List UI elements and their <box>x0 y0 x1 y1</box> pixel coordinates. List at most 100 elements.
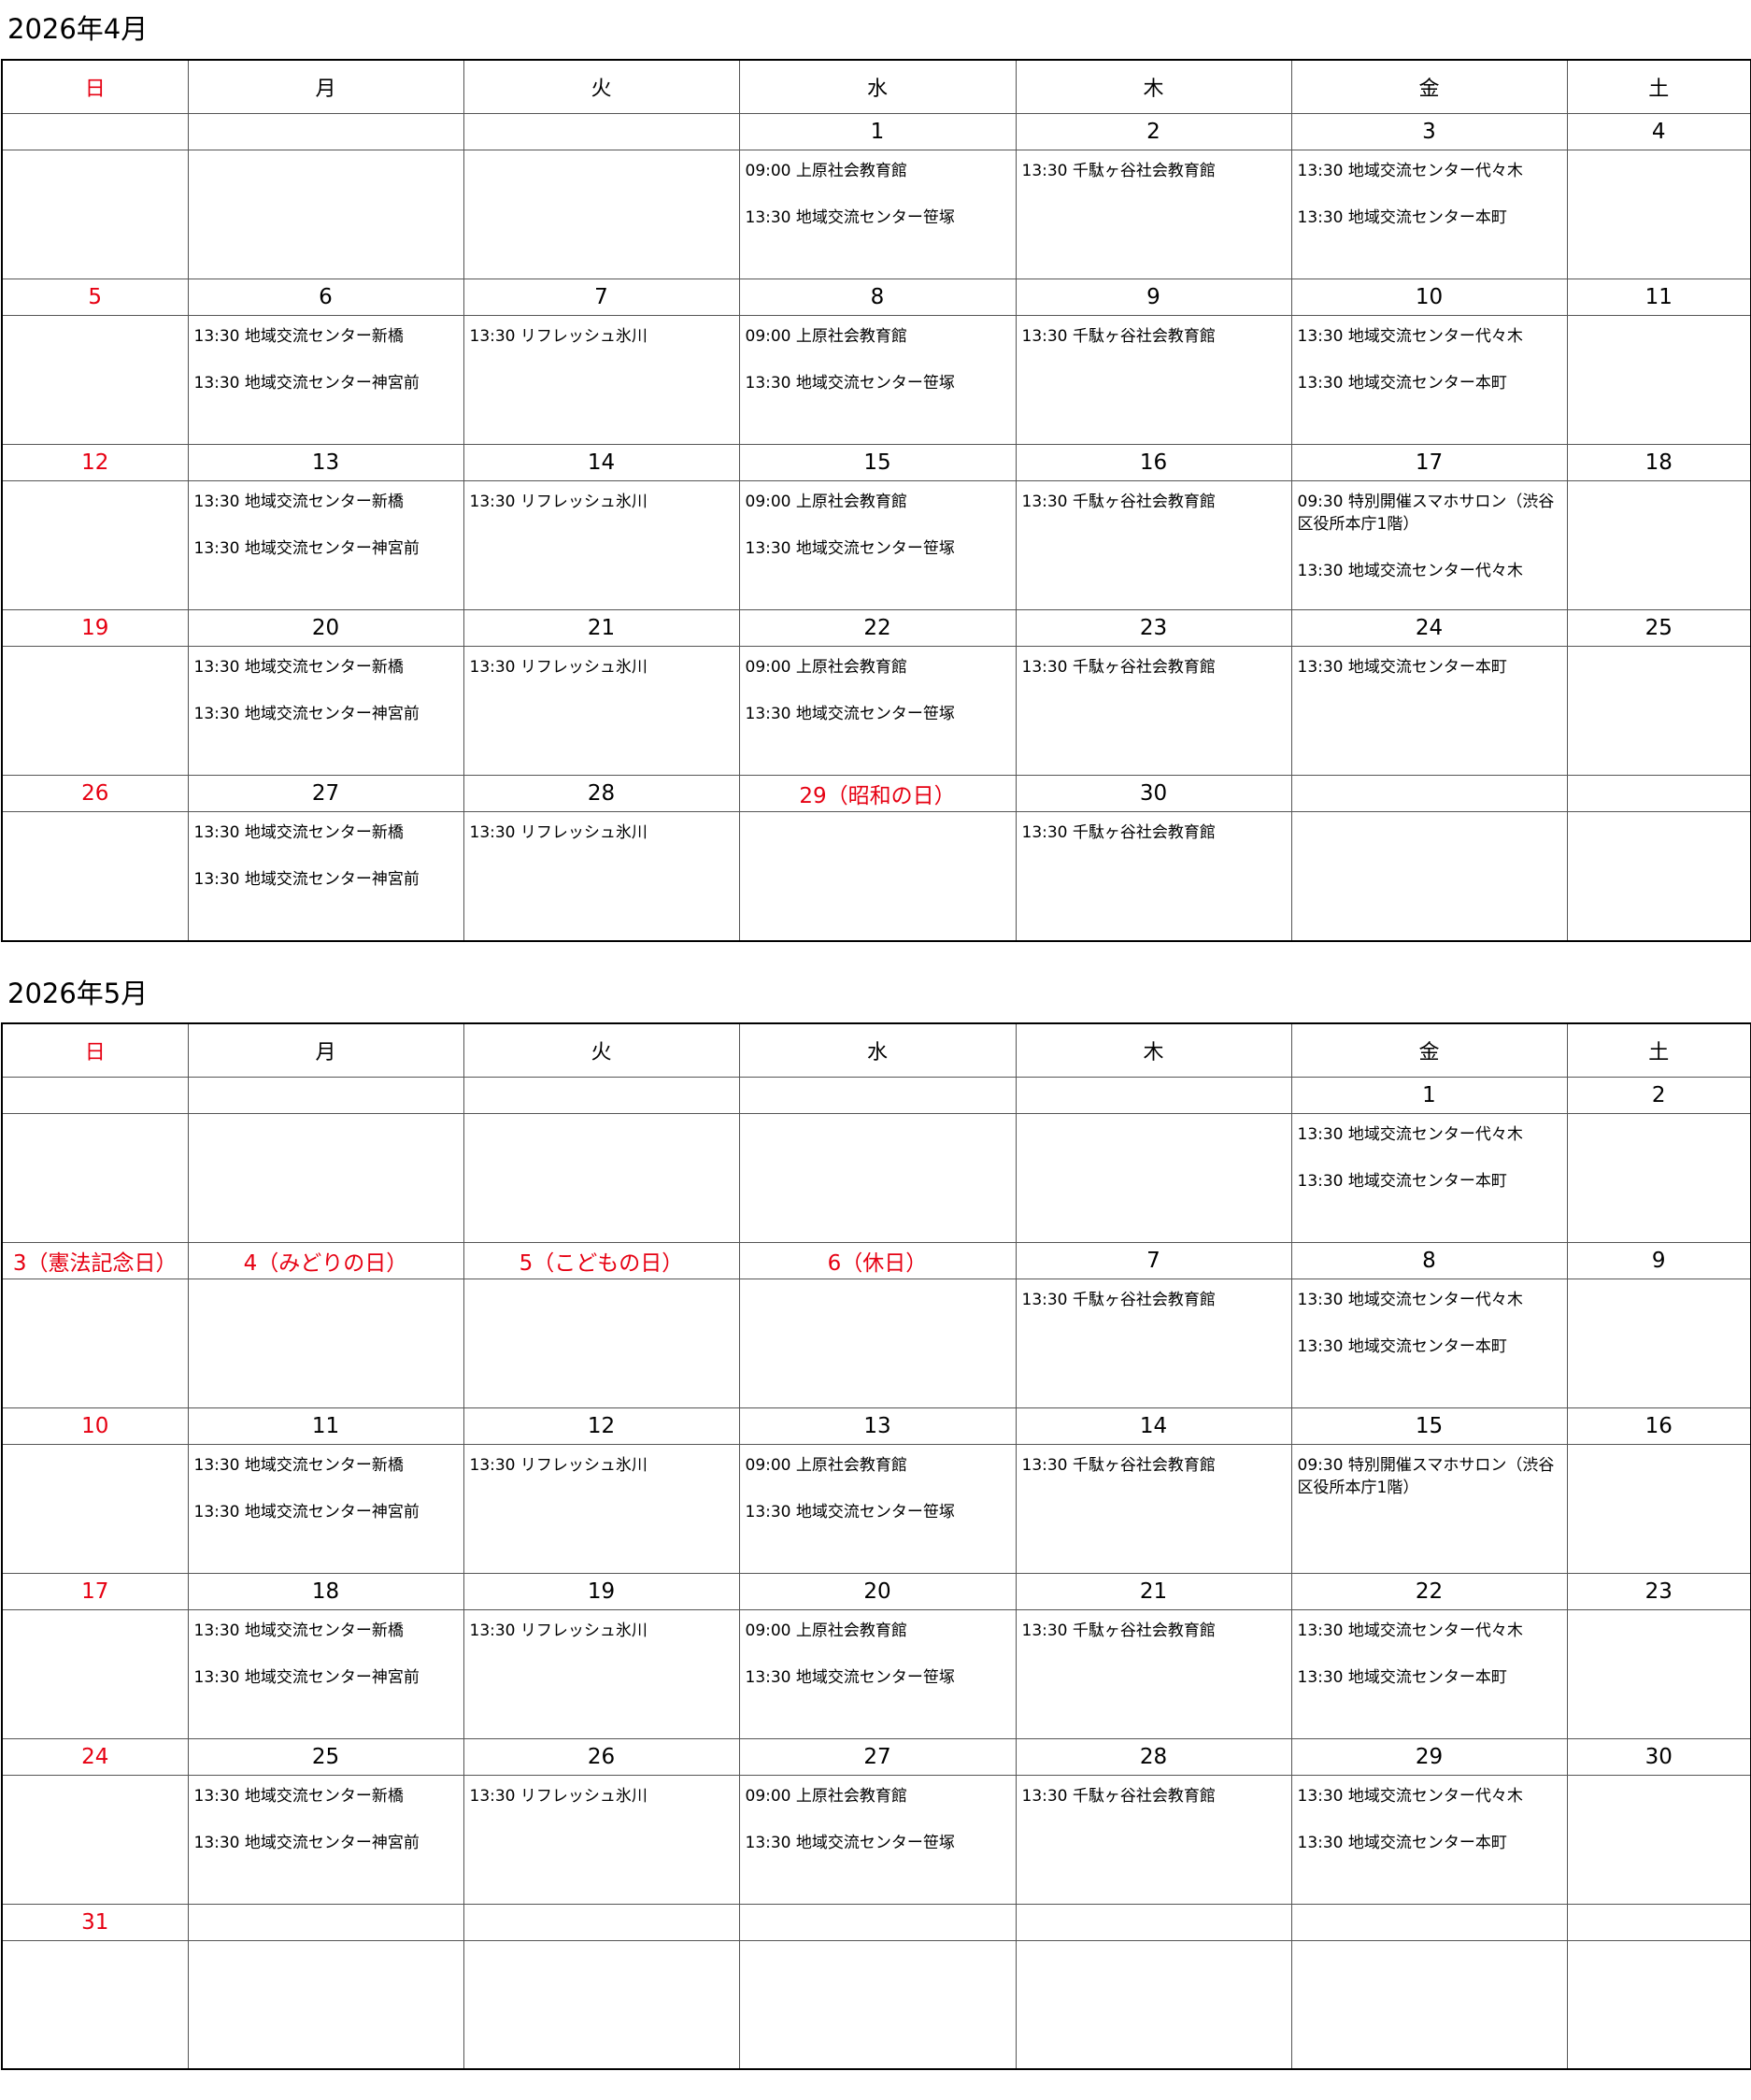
date-cell <box>1015 1076 1292 1114</box>
event: 09:30 特別開催スマホサロン（渋谷区役所本庁1階） <box>1297 493 1555 534</box>
date-cell <box>1 113 189 150</box>
event-cell: 13:30 千駄ヶ谷社会教育館 <box>1015 315 1292 445</box>
weekday-header: 日 <box>1 1022 189 1078</box>
event-cell: 09:00 上原社会教育館 13:30 地域交流センター笹塚 <box>738 1608 1017 1739</box>
event: 13:30 地域交流センター神宮前 <box>193 1833 420 1852</box>
event-cell <box>1 1112 189 1243</box>
event-cell <box>1015 1939 1292 2070</box>
event-cell <box>1 1608 189 1739</box>
date-cell: 8 <box>1290 1241 1568 1279</box>
event: 13:30 地域交流センター代々木 <box>1297 1786 1523 1806</box>
event-row: 13:30 地域交流センター新橋 13:30 地域交流センター神宮前 13:30 リ… <box>1 1608 1751 1739</box>
date-cell: 28 <box>1015 1737 1292 1776</box>
event-cell: 13:30 千駄ヶ谷社会教育館 <box>1015 1608 1292 1739</box>
date-cell: 13 <box>187 444 464 481</box>
event-cell <box>187 1112 464 1243</box>
weekday-header: 土 <box>1566 1022 1751 1078</box>
event-cell: 13:30 リフレッシュ氷川 <box>463 1774 740 1905</box>
event-cell: 13:30 地域交流センター新橋 13:30 地域交流センター神宮前 <box>187 315 464 445</box>
event-cell: 13:30 リフレッシュ氷川 <box>463 480 740 610</box>
date-cell: 4 <box>1566 113 1751 150</box>
event-cell <box>463 1112 740 1243</box>
month: 2026年4月日月火水木金土 1 2 3 4 09:00 上原社会教育館 13:30 地域交… <box>0 0 1751 942</box>
event: 13:30 リフレッシュ氷川 <box>469 1455 648 1475</box>
event-cell: 13:30 地域交流センター代々木 13:30 地域交流センター本町 <box>1290 1278 1568 1408</box>
event-cell <box>1566 1112 1751 1243</box>
event: 13:30 地域交流センター新橋 <box>193 823 404 842</box>
event: 13:30 地域交流センター神宮前 <box>193 374 420 393</box>
date-row: 26 27 28 29（昭和の日） 30 <box>1 775 1751 812</box>
date-cell: 14 <box>463 444 740 481</box>
event-cell: 13:30 千駄ヶ谷社会教育館 <box>1015 1278 1292 1408</box>
event-cell <box>1566 150 1751 279</box>
date-cell: 31 <box>1 1903 189 1941</box>
event: 13:30 千駄ヶ谷社会教育館 <box>1021 823 1216 842</box>
date-row: 3（憲法記念日） 4（みどりの日） 5（こどもの日） 6（休日） 7 8 9 <box>1 1241 1751 1279</box>
event-cell: 13:30 地域交流センター新橋 13:30 地域交流センター神宮前 <box>187 1443 464 1574</box>
event: 13:30 地域交流センター本町 <box>1297 374 1507 393</box>
date-cell: 16 <box>1566 1407 1751 1445</box>
event-cell: 13:30 千駄ヶ谷社会教育館 <box>1015 646 1292 776</box>
event-cell <box>187 1939 464 2070</box>
date-cell: 19 <box>1 609 189 647</box>
date-cell: 15 <box>738 444 1017 481</box>
weekday-header: 土 <box>1566 59 1751 114</box>
event: 13:30 地域交流センター代々木 <box>1297 562 1523 580</box>
event-row: 13:30 地域交流センター新橋 13:30 地域交流センター神宮前 13:30 リ… <box>1 1443 1751 1574</box>
event-cell <box>1566 646 1751 776</box>
date-row: 10 11 12 13 14 15 16 <box>1 1407 1751 1445</box>
date-cell: 16 <box>1015 444 1292 481</box>
date-cell <box>1015 1903 1292 1941</box>
event: 09:00 上原社会教育館 <box>745 658 907 677</box>
date-cell: 2 <box>1566 1076 1751 1114</box>
event-cell: 09:00 上原社会教育館 13:30 地域交流センター笹塚 <box>738 1443 1017 1574</box>
event: 13:30 千駄ヶ谷社会教育館 <box>1021 658 1216 677</box>
date-cell <box>1290 775 1568 812</box>
date-cell: 19 <box>463 1572 740 1610</box>
event: 13:30 リフレッシュ氷川 <box>469 1786 648 1806</box>
event: 09:00 上原社会教育館 <box>745 162 907 180</box>
weekday-header: 日 <box>1 59 189 114</box>
date-cell: 1 <box>1290 1076 1568 1114</box>
event-cell <box>1290 1939 1568 2070</box>
event-cell <box>1290 811 1568 941</box>
date-cell: 15 <box>1290 1407 1568 1445</box>
date-row: 5 6 7 8 9 10 11 <box>1 279 1751 316</box>
event-cell: 13:30 地域交流センター代々木 13:30 地域交流センター本町 <box>1290 1608 1568 1739</box>
date-cell: 9 <box>1015 279 1292 316</box>
weekday-header: 月 <box>187 1022 464 1078</box>
event-cell <box>463 1939 740 2070</box>
event-cell <box>738 1112 1017 1243</box>
date-cell: 3 <box>1290 113 1568 150</box>
event-cell <box>1566 1774 1751 1905</box>
date-row: 17 18 19 20 21 22 23 <box>1 1572 1751 1610</box>
event: 13:30 地域交流センター本町 <box>1297 208 1507 227</box>
event-cell <box>187 150 464 279</box>
event: 13:30 地域交流センター本町 <box>1297 658 1507 677</box>
date-cell: 30 <box>1566 1737 1751 1776</box>
event: 13:30 地域交流センター神宮前 <box>193 705 420 723</box>
date-cell: 20 <box>738 1572 1017 1610</box>
date-cell: 14 <box>1015 1407 1292 1445</box>
event-cell <box>1566 1608 1751 1739</box>
date-cell: 18 <box>187 1572 464 1610</box>
event: 13:30 リフレッシュ氷川 <box>469 658 648 677</box>
event-cell <box>1015 1112 1292 1243</box>
event: 13:30 地域交流センター代々木 <box>1297 1621 1523 1640</box>
date-cell <box>187 1903 464 1941</box>
date-cell: 20 <box>187 609 464 647</box>
event-cell: 13:30 地域交流センター代々木 13:30 地域交流センター本町 <box>1290 1774 1568 1905</box>
event-cell <box>463 1278 740 1408</box>
date-cell <box>463 1076 740 1114</box>
event-cell: 13:30 地域交流センター新橋 13:30 地域交流センター神宮前 <box>187 811 464 941</box>
event: 09:30 特別開催スマホサロン（渋谷区役所本庁1階） <box>1297 1455 1555 1497</box>
date-cell: 21 <box>463 609 740 647</box>
event-cell: 13:30 リフレッシュ氷川 <box>463 1443 740 1574</box>
event-cell: 09:30 特別開催スマホサロン（渋谷区役所本庁1階） <box>1290 1443 1568 1574</box>
event: 13:30 千駄ヶ谷社会教育館 <box>1021 1621 1216 1640</box>
event-row: 13:30 地域交流センター新橋 13:30 地域交流センター神宮前 13:30 リ… <box>1 1774 1751 1905</box>
event-row: 13:30 地域交流センター代々木 13:30 地域交流センター本町 <box>1 1112 1751 1243</box>
event: 13:30 地域交流センター本町 <box>1297 1667 1507 1687</box>
